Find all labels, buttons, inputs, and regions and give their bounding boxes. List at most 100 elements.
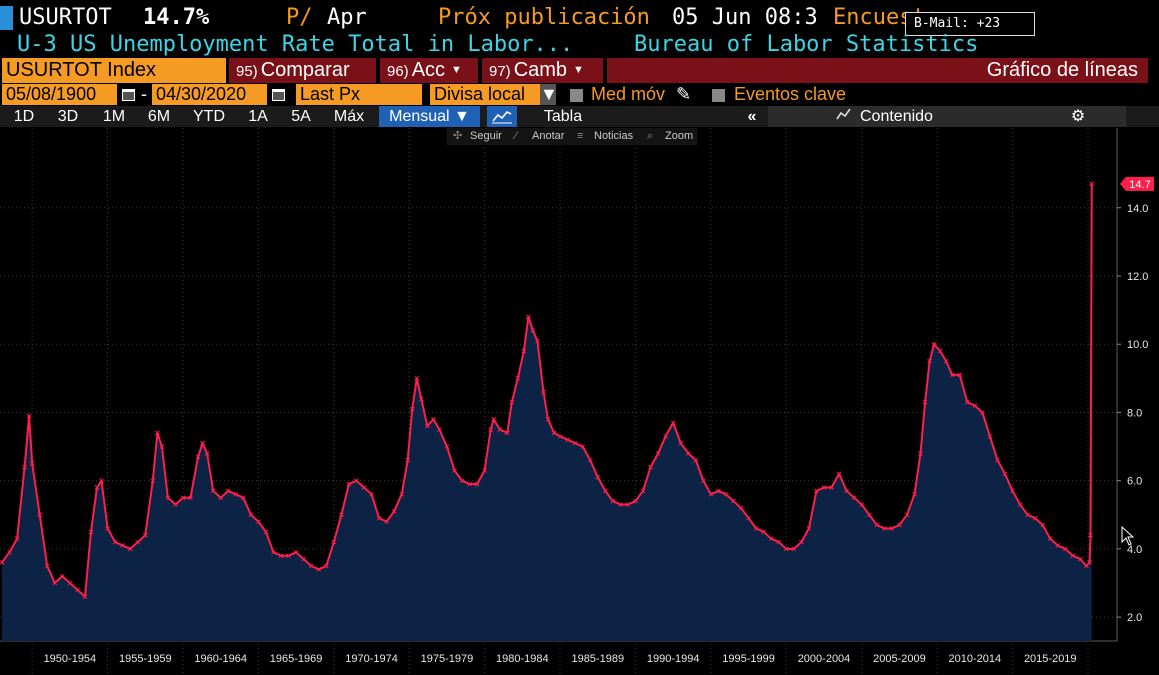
news-icon[interactable]: ≡	[577, 130, 584, 142]
price-field-select[interactable]: Last Px	[296, 84, 422, 105]
data-point	[761, 529, 767, 535]
data-point	[783, 546, 789, 552]
collapse-icon[interactable]: «	[747, 108, 757, 125]
compare-button[interactable]: 95) Comparar	[229, 58, 376, 83]
data-point	[67, 580, 73, 586]
data-point	[271, 549, 276, 555]
data-point	[316, 567, 322, 572]
content-button[interactable]	[768, 106, 1126, 127]
data-point	[723, 491, 729, 497]
data-point	[399, 491, 405, 497]
x-axis: 1950-1954 1955-1959 1960-1964 1965-1969 1970…	[44, 653, 1077, 665]
data-point	[120, 543, 126, 548]
data-point	[26, 413, 32, 419]
end-date-field[interactable]: 04/30/2020	[152, 84, 267, 105]
change-number: 97)	[489, 63, 511, 80]
data-point	[405, 457, 411, 463]
data-point	[0, 560, 5, 565]
data-point	[829, 485, 834, 490]
data-point	[1010, 488, 1015, 494]
data-point	[648, 464, 653, 470]
calendar-icon[interactable]	[118, 84, 136, 105]
data-point	[995, 457, 1000, 463]
next-release-date: 05 Jun 08:3	[672, 5, 818, 30]
range-3d-button[interactable]: 3D	[57, 108, 79, 125]
data-point	[972, 403, 978, 408]
data-point	[1062, 546, 1068, 552]
range-5a-button[interactable]: 5A	[291, 108, 311, 125]
data-point	[308, 563, 314, 569]
range-1m-button[interactable]: 1M	[102, 108, 126, 125]
data-point	[293, 549, 299, 555]
data-point	[859, 502, 865, 507]
key-events-checkbox[interactable]	[712, 84, 725, 105]
y-tick-label: 6.0	[1127, 476, 1142, 488]
data-point	[572, 440, 578, 446]
news-button[interactable]: Noticias	[594, 130, 634, 142]
x-tick-label: 1960-1964	[194, 653, 247, 665]
line-chart-icon[interactable]	[487, 106, 517, 127]
moving-average-checkbox[interactable]	[570, 84, 583, 105]
x-tick-label: 2015-2019	[1024, 653, 1077, 665]
data-point	[240, 495, 246, 501]
zoom-button[interactable]: Zoom	[665, 130, 694, 142]
calendar-icon[interactable]	[268, 84, 286, 105]
annotate-button[interactable]: Anotar	[532, 130, 565, 142]
content-label: Contenido	[860, 108, 933, 125]
bmail-notification[interactable]: B-Mail: +23	[905, 12, 1035, 36]
data-point	[180, 495, 186, 501]
data-point	[361, 485, 367, 490]
data-point	[452, 468, 457, 473]
data-point	[29, 461, 35, 466]
compare-label: Comparar	[260, 59, 350, 81]
change-button[interactable]: 97) Camb ▼	[482, 58, 603, 83]
chart-content-icon	[836, 106, 852, 127]
range-6m-button[interactable]: 6M	[147, 108, 171, 125]
data-point	[424, 423, 430, 429]
data-point	[595, 474, 601, 480]
pencil-icon[interactable]: ✎	[676, 84, 692, 104]
data-point	[927, 358, 932, 364]
data-point	[541, 389, 546, 395]
data-point	[912, 491, 917, 497]
data-point	[1088, 532, 1093, 538]
start-date-field[interactable]: 05/08/1900	[2, 84, 117, 105]
annotate-icon[interactable]: ∕	[515, 130, 517, 142]
change-label: Camb	[513, 59, 568, 81]
frequency-select[interactable]: Mensual ▼	[379, 106, 480, 127]
data-point	[602, 488, 608, 494]
series-markers	[0, 181, 1095, 600]
actions-button[interactable]: 96) Acc ▼	[380, 58, 478, 83]
y-tick-label: 2.0	[1127, 612, 1142, 624]
data-point	[806, 526, 812, 531]
date-separator: -	[141, 84, 147, 104]
data-point	[957, 372, 963, 378]
data-point	[256, 519, 261, 524]
data-point	[844, 488, 849, 494]
data-point	[135, 539, 141, 545]
range-1d-button[interactable]: 1D	[13, 108, 35, 125]
chart-type-label[interactable]: Gráfico de líneas	[607, 58, 1148, 83]
table-button[interactable]: Tabla	[543, 108, 583, 125]
data-point	[738, 505, 744, 511]
range-max-button[interactable]: Máx	[333, 108, 365, 125]
currency-select[interactable]: Divisa local	[430, 84, 540, 105]
range-ytd-button[interactable]: YTD	[193, 108, 225, 125]
chart-toolbar: 1D 3D 1M 6M YTD 1A 5A Máx Mensual ▼ Tabl…	[0, 106, 1159, 127]
gear-icon[interactable]: ⚙	[1070, 108, 1086, 125]
data-point	[218, 495, 224, 501]
crosshair-icon[interactable]: ✣	[453, 130, 463, 142]
data-point	[225, 488, 231, 494]
chart-area[interactable]: 2.0 4.0 6.0 8.0 10.0 12.0 14.0 1950-1954 1955-1…	[0, 128, 1159, 675]
x-tick-label: 1970-1974	[345, 653, 398, 665]
follow-button[interactable]: Seguir	[470, 130, 502, 142]
last-value-text: 14.7	[1129, 179, 1150, 191]
range-1a-button[interactable]: 1A	[248, 108, 268, 125]
security-field[interactable]: USURTOT Index	[2, 58, 226, 83]
magnifier-icon[interactable]: ⌕	[647, 130, 654, 142]
x-tick-label: 1990-1994	[647, 653, 700, 665]
data-point	[670, 420, 676, 426]
data-point	[376, 515, 382, 521]
data-point	[482, 468, 487, 473]
chevron-down-icon[interactable]: ▼	[540, 84, 558, 105]
